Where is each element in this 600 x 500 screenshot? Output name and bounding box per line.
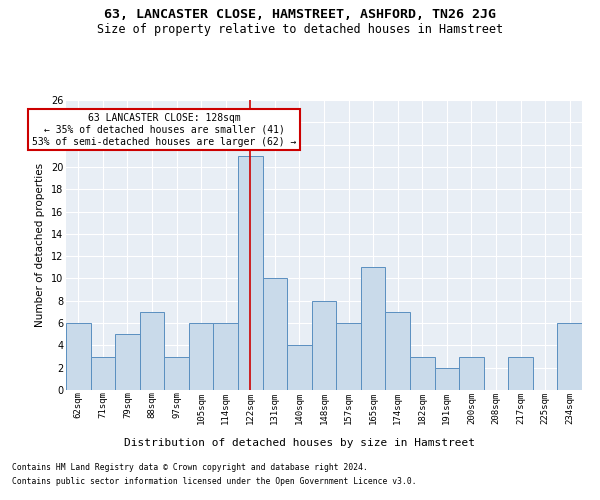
Text: 63, LANCASTER CLOSE, HAMSTREET, ASHFORD, TN26 2JG: 63, LANCASTER CLOSE, HAMSTREET, ASHFORD,… bbox=[104, 8, 496, 20]
Bar bbox=[385, 312, 410, 390]
Bar bbox=[263, 278, 287, 390]
Bar bbox=[508, 356, 533, 390]
Bar bbox=[66, 323, 91, 390]
Bar bbox=[557, 323, 582, 390]
Bar bbox=[115, 334, 140, 390]
Bar bbox=[189, 323, 214, 390]
Bar bbox=[91, 356, 115, 390]
Bar bbox=[287, 346, 312, 390]
Bar bbox=[361, 268, 385, 390]
Text: Size of property relative to detached houses in Hamstreet: Size of property relative to detached ho… bbox=[97, 22, 503, 36]
Bar bbox=[336, 323, 361, 390]
Bar bbox=[459, 356, 484, 390]
Bar bbox=[312, 301, 336, 390]
Bar bbox=[410, 356, 434, 390]
Text: Distribution of detached houses by size in Hamstreet: Distribution of detached houses by size … bbox=[125, 438, 476, 448]
Bar bbox=[238, 156, 263, 390]
Text: Contains HM Land Registry data © Crown copyright and database right 2024.: Contains HM Land Registry data © Crown c… bbox=[12, 464, 368, 472]
Text: 63 LANCASTER CLOSE: 128sqm
← 35% of detached houses are smaller (41)
53% of semi: 63 LANCASTER CLOSE: 128sqm ← 35% of deta… bbox=[32, 114, 296, 146]
Bar bbox=[434, 368, 459, 390]
Bar bbox=[164, 356, 189, 390]
Y-axis label: Number of detached properties: Number of detached properties bbox=[35, 163, 45, 327]
Bar bbox=[140, 312, 164, 390]
Text: Contains public sector information licensed under the Open Government Licence v3: Contains public sector information licen… bbox=[12, 477, 416, 486]
Bar bbox=[214, 323, 238, 390]
